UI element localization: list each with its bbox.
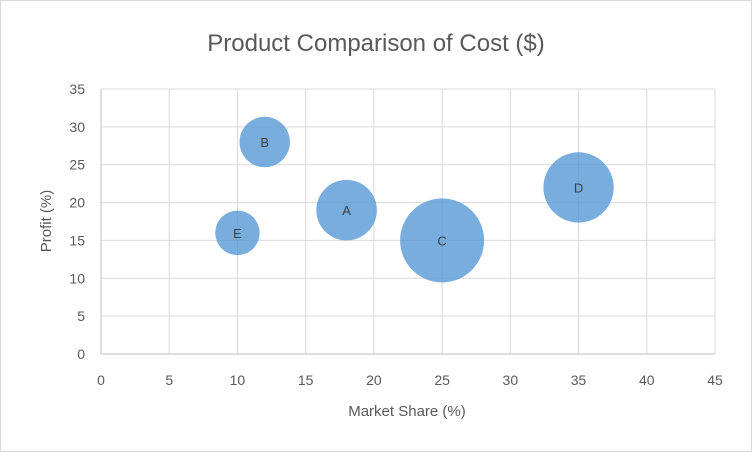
y-tick-label: 5 xyxy=(77,308,85,324)
bubble-c[interactable] xyxy=(400,198,485,283)
y-tick-label: 30 xyxy=(69,119,85,135)
bubble-label-e: E xyxy=(233,226,242,241)
x-tick-label: 40 xyxy=(639,372,655,388)
x-tick-label: 5 xyxy=(165,372,173,388)
x-axis-title: Market Share (%) xyxy=(348,403,466,420)
bubble-layer: A B C D E xyxy=(215,116,614,283)
bubble-b[interactable] xyxy=(239,116,290,168)
y-tick-label: 15 xyxy=(69,232,85,248)
y-tick-label: 10 xyxy=(69,270,85,286)
x-tick-label: 10 xyxy=(230,372,246,388)
bubble-label-a: A xyxy=(342,203,351,218)
bubble-label-d: D xyxy=(574,180,583,195)
x-tick-label: 30 xyxy=(503,372,519,388)
bubble-e[interactable] xyxy=(215,210,260,256)
bubble-label-b: B xyxy=(260,135,269,150)
bubble-a[interactable] xyxy=(316,179,377,241)
y-tick-label: 20 xyxy=(69,195,85,211)
x-tick-label: 45 xyxy=(707,372,723,388)
y-tick-label: 0 xyxy=(77,346,85,362)
y-tick-label: 25 xyxy=(69,157,85,173)
x-tick-label: 15 xyxy=(298,372,314,388)
y-axis-title: Profit (%) xyxy=(38,190,55,253)
x-tick-label: 20 xyxy=(366,372,382,388)
x-tick-label: 0 xyxy=(97,372,105,388)
bubble-label-c: C xyxy=(437,233,446,248)
y-tick-label: 35 xyxy=(69,81,85,97)
x-tick-label: 25 xyxy=(434,372,450,388)
bubble-d[interactable] xyxy=(543,152,614,223)
x-tick-label: 35 xyxy=(571,372,587,388)
chart-title: Product Comparison of Cost ($) xyxy=(207,30,544,57)
tick-layer: 0 5 10 15 20 25 30 35 0 5 10 15 20 25 30 35 40 45 xyxy=(69,81,723,388)
